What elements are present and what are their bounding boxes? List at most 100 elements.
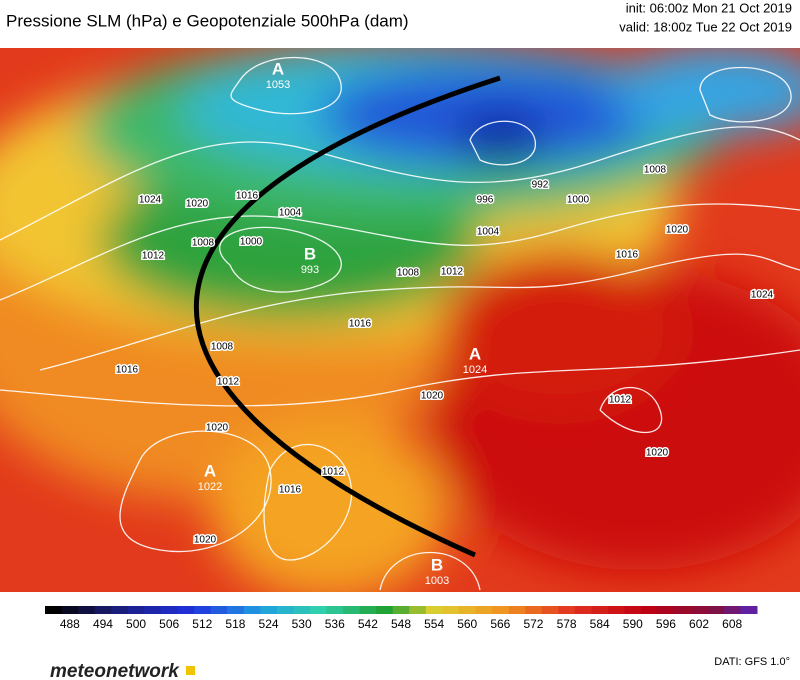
valid-time: valid: 18:00z Tue 22 Oct 2019 (619, 19, 792, 34)
colorbar-swatch (541, 606, 559, 614)
center-value: 1024 (463, 364, 487, 376)
colorbar-label: 566 (490, 617, 510, 631)
colorbar-swatch (607, 606, 626, 614)
isobar-label: 1012 (322, 467, 345, 478)
isobar-label: 1008 (397, 268, 420, 279)
colorbar-label: 590 (623, 617, 643, 631)
isobars (0, 56, 800, 591)
logo-square (186, 666, 195, 675)
colorbar-swatch (127, 606, 145, 614)
isobar (39, 253, 800, 371)
colorbar-swatch (624, 606, 642, 614)
colorbar-label: 530 (292, 617, 312, 631)
colorbar-label: 494 (93, 617, 113, 631)
colorbar-swatch (78, 606, 96, 614)
isobar (263, 443, 353, 561)
isobar (219, 226, 342, 293)
colorbar-swatch (409, 606, 427, 614)
isobar-label: 1020 (206, 423, 229, 434)
isobar-label: 1016 (616, 250, 639, 261)
isobar-label: 1016 (236, 191, 259, 202)
colorbar-swatch (475, 606, 493, 614)
colorbar-swatch (111, 606, 129, 614)
colorbar-swatch (442, 606, 460, 614)
center-letter: A (469, 344, 481, 363)
colorbar-swatch (160, 606, 178, 614)
init-time: init: 06:00z Mon 21 Oct 2019 (626, 0, 792, 15)
colorbar-swatch (425, 606, 443, 614)
isobar-label: 1012 (441, 267, 464, 278)
colorbar-label: 578 (557, 617, 577, 631)
colorbar-swatch (674, 606, 692, 614)
center-value: 1003 (425, 575, 449, 587)
colorbar-label: 488 (60, 617, 80, 631)
data-source: DATI: GFS 1.0° (714, 656, 790, 668)
colorbar-swatch (276, 606, 294, 614)
colorbar-swatch (293, 606, 311, 614)
colorbar-swatch (591, 606, 609, 614)
isobar-labels: 1024 1020 1016 1004 1000 1012 1008 1012 1016 1020… (114, 163, 775, 547)
isobar-label: 1012 (217, 377, 240, 388)
colorbar-swatch (260, 606, 278, 614)
center-value: 1053 (266, 79, 290, 91)
isobar-label: 1000 (240, 237, 263, 248)
colorbar-swatch (392, 606, 410, 614)
colorbar-swatch (194, 606, 212, 614)
colorbar-swatch (227, 606, 245, 614)
colorbar-swatch (707, 606, 725, 614)
colorbar-label: 560 (457, 617, 477, 631)
isobar-label: 1024 (139, 195, 162, 206)
colorbar-label: 572 (523, 617, 543, 631)
isobar (469, 120, 536, 166)
colorbar-swatch (61, 606, 79, 614)
isobar-label: 1020 (186, 199, 209, 210)
colorbar-swatch (343, 606, 361, 614)
colorbar-swatch (525, 606, 543, 614)
isobar (379, 551, 481, 591)
isobar-label: 1008 (192, 238, 215, 249)
colorbar-swatch (740, 606, 758, 614)
center-value: 993 (301, 264, 319, 276)
isobar-label: 996 (477, 195, 494, 206)
colorbar-swatch (376, 606, 394, 614)
colorbar-swatch (723, 606, 741, 614)
isobar (0, 349, 800, 407)
colorbar-swatch (690, 606, 708, 614)
colorbar-swatch (558, 606, 576, 614)
center-letter: B (431, 555, 443, 574)
colorbar-label: 596 (656, 617, 676, 631)
colorbar-swatch (574, 606, 592, 614)
colorbar-label: 548 (391, 617, 411, 631)
isobar-label: 1012 (609, 395, 632, 406)
isobar-label: 1020 (194, 535, 217, 546)
title: Pressione SLM (hPa) e Geopotenziale 500h… (6, 11, 409, 30)
center-letter: A (272, 59, 284, 78)
map: 1024 1020 1016 1004 1000 1012 1008 1012 1016 1020… (0, 48, 800, 592)
isobar-label: 1004 (477, 227, 500, 238)
colorbar-swatch (508, 606, 526, 614)
colorbar-label: 518 (225, 617, 245, 631)
isobar-label: 1004 (279, 208, 302, 219)
colorbar-label: 554 (424, 617, 444, 631)
colorbar-label: 542 (358, 617, 378, 631)
isobar-label: 1020 (421, 391, 444, 402)
isobar-label: 1008 (211, 342, 234, 353)
isobar (230, 56, 342, 115)
colorbar-label: 500 (126, 617, 146, 631)
colorbar-label: 524 (259, 617, 279, 631)
isobar-label: 1016 (116, 365, 139, 376)
colorbar-swatch (177, 606, 195, 614)
center-letter: A (204, 461, 216, 480)
colorbar-label: 512 (192, 617, 212, 631)
colorbar-swatch (326, 606, 344, 614)
isobar (0, 126, 800, 241)
trough-axis (193, 75, 501, 558)
isobar (119, 430, 272, 553)
center-letter: B (304, 244, 316, 263)
colorbar-swatch (210, 606, 228, 614)
isobar-label: 1024 (751, 290, 774, 301)
isobar-label: 992 (532, 180, 549, 191)
colorbar-swatch (45, 606, 63, 614)
